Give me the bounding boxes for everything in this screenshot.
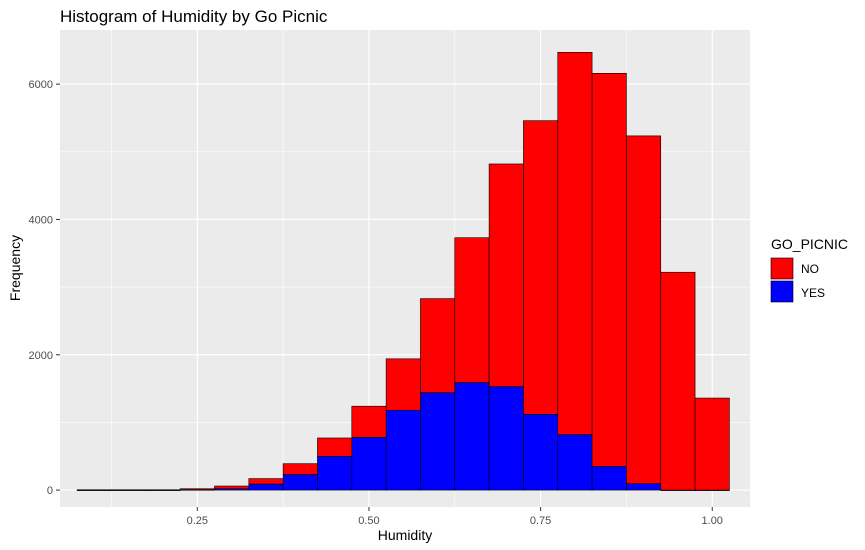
legend-label-no: NO — [801, 262, 819, 276]
bar-no — [454, 237, 490, 383]
bar-no — [420, 298, 456, 393]
legend: GO_PICNIC NO YES — [770, 236, 848, 303]
y-axis-ticks: 0 2000 4000 6000 — [29, 79, 60, 497]
bar-no — [591, 73, 627, 467]
y-axis-title: Frequency — [7, 235, 23, 301]
bar-yes — [248, 483, 284, 491]
y-tick-label: 6000 — [29, 79, 53, 91]
bar-yes — [523, 414, 559, 491]
bar-no — [523, 120, 559, 415]
bar-no — [179, 488, 215, 491]
x-tick-label: 0.25 — [187, 515, 208, 527]
bar-yes — [591, 466, 627, 491]
bar-no — [317, 437, 353, 457]
bar-no — [351, 405, 387, 438]
bar-no — [694, 397, 730, 491]
legend-label-yes: YES — [801, 286, 825, 300]
bar-yes — [557, 434, 593, 491]
bar-no — [385, 358, 421, 411]
x-axis-ticks: 0.25 0.50 0.75 1.00 — [187, 507, 723, 527]
legend-swatch-yes — [770, 280, 794, 303]
bar-yes — [454, 382, 490, 491]
bar-no — [488, 163, 524, 387]
bar-no — [214, 485, 250, 490]
bar-no — [111, 489, 147, 491]
chart-title: Histogram of Humidity by Go Picnic — [60, 7, 328, 26]
bar-yes — [385, 409, 421, 491]
bar-no — [248, 478, 284, 485]
bar-no — [145, 489, 181, 491]
y-tick-label: 2000 — [29, 350, 53, 362]
bar-no — [626, 135, 662, 484]
bar-yes — [317, 455, 353, 491]
bars — [76, 52, 730, 491]
bar-no — [282, 463, 318, 475]
x-tick-label: 1.00 — [702, 515, 723, 527]
bar-yes — [282, 474, 318, 491]
bar-yes — [351, 437, 387, 491]
bar-yes — [420, 392, 456, 491]
bar-no — [76, 489, 112, 491]
y-tick-label: 4000 — [29, 214, 53, 226]
y-tick-label: 0 — [47, 485, 53, 497]
bar-no — [557, 52, 593, 435]
legend-title: GO_PICNIC — [771, 236, 848, 252]
bar-yes — [488, 386, 524, 491]
x-tick-label: 0.75 — [530, 515, 551, 527]
x-axis-title: Humidity — [378, 527, 432, 543]
bar-no — [660, 271, 696, 491]
legend-swatch-no — [770, 257, 794, 280]
bar-yes — [626, 483, 662, 491]
x-tick-label: 0.50 — [358, 515, 379, 527]
